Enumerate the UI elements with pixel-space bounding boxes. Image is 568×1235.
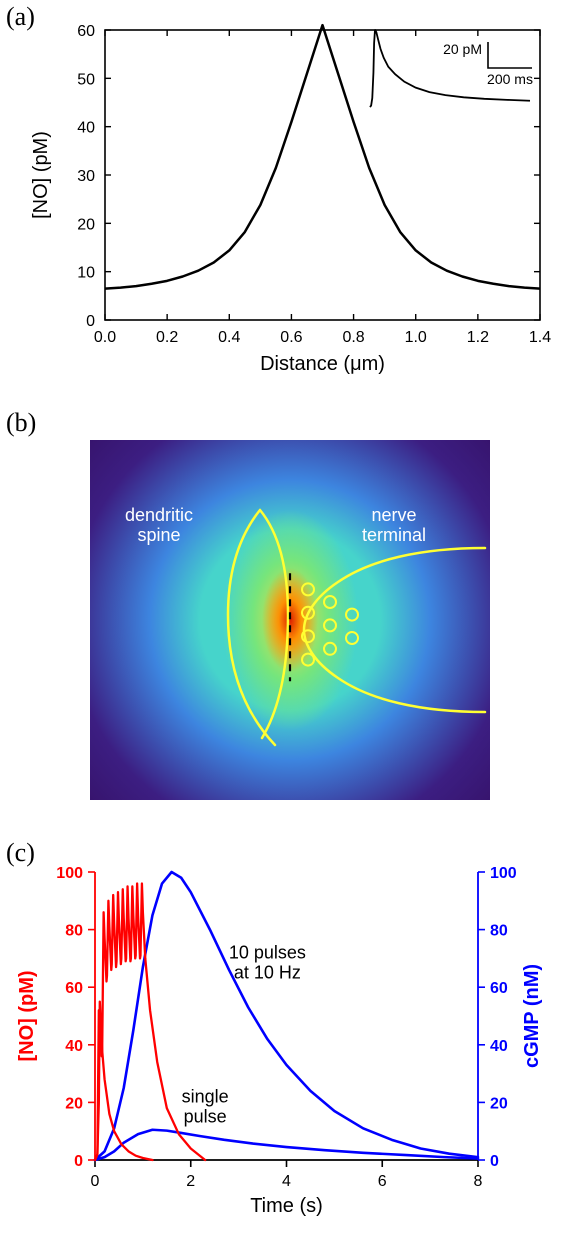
svg-text:30: 30 xyxy=(77,168,95,185)
panel-b-svg xyxy=(90,440,490,800)
svg-text:6: 6 xyxy=(378,1173,387,1190)
svg-text:60: 60 xyxy=(490,980,508,997)
svg-text:Time (s): Time (s) xyxy=(250,1195,323,1217)
svg-text:Distance (μm): Distance (μm) xyxy=(260,353,385,375)
svg-text:20: 20 xyxy=(490,1095,508,1112)
svg-text:2: 2 xyxy=(186,1173,195,1190)
svg-text:0: 0 xyxy=(74,1153,83,1170)
figure-root: (a) 0.00.20.40.60.81.01.21.4010203040506… xyxy=(0,0,568,1235)
svg-text:4: 4 xyxy=(282,1173,291,1190)
svg-text:80: 80 xyxy=(490,923,508,940)
svg-text:10: 10 xyxy=(77,265,95,282)
svg-text:at 10 Hz: at 10 Hz xyxy=(234,962,301,982)
synapse-overlay xyxy=(90,440,490,800)
svg-text:0.8: 0.8 xyxy=(342,329,364,346)
panel-b: dendritic spine nerve terminal xyxy=(60,420,518,820)
svg-text:100: 100 xyxy=(490,865,517,882)
svg-text:50: 50 xyxy=(77,71,95,88)
svg-text:20 pM: 20 pM xyxy=(443,41,482,57)
svg-text:1.4: 1.4 xyxy=(529,329,551,346)
svg-text:60: 60 xyxy=(65,980,83,997)
svg-text:0: 0 xyxy=(91,1173,100,1190)
svg-text:cGMP (nM): cGMP (nM) xyxy=(521,964,543,1068)
svg-text:200 ms: 200 ms xyxy=(487,71,533,87)
svg-text:0.4: 0.4 xyxy=(218,329,240,346)
heatmap-label-nerve-terminal: nerve terminal xyxy=(362,506,426,546)
svg-text:8: 8 xyxy=(474,1173,483,1190)
svg-text:0: 0 xyxy=(490,1153,499,1170)
heatmap-label-dendritic-spine: dendritic spine xyxy=(125,506,193,546)
svg-text:20: 20 xyxy=(77,216,95,233)
svg-text:0: 0 xyxy=(86,313,95,330)
panel-a: 0.0 0.2 0.4 0.6 0.8 1.0 1.2 1.4 0 10 20 30 40 50 60 Dis… xyxy=(10,10,558,390)
svg-text:40: 40 xyxy=(65,1038,83,1055)
svg-text:40: 40 xyxy=(77,120,95,137)
panel-b-label: (b) xyxy=(6,408,36,438)
svg-text:1.0: 1.0 xyxy=(405,329,427,346)
svg-text:40: 40 xyxy=(490,1038,508,1055)
panel-c: 02468020406080100020406080100Time (s)[NO… xyxy=(0,850,568,1230)
svg-text:0.2: 0.2 xyxy=(156,329,178,346)
svg-text:single: single xyxy=(182,1086,229,1106)
svg-text:10 pulses: 10 pulses xyxy=(229,942,306,962)
svg-text:20: 20 xyxy=(65,1095,83,1112)
panel-c-svg: 02468020406080100020406080100Time (s)[NO… xyxy=(0,850,568,1230)
svg-text:80: 80 xyxy=(65,923,83,940)
svg-text:0.0: 0.0 xyxy=(94,329,116,346)
svg-text:[NO] (pM): [NO] (pM) xyxy=(16,970,38,1061)
svg-text:[NO] (pM): [NO] (pM) xyxy=(30,131,52,219)
svg-text:100: 100 xyxy=(56,865,83,882)
panel-a-svg: 0.0 0.2 0.4 0.6 0.8 1.0 1.2 1.4 0 10 20 30 40 50 60 Dis… xyxy=(10,10,558,390)
svg-text:60: 60 xyxy=(77,23,95,40)
svg-text:1.2: 1.2 xyxy=(467,329,489,346)
svg-text:0.6: 0.6 xyxy=(280,329,302,346)
svg-text:pulse: pulse xyxy=(184,1106,227,1126)
